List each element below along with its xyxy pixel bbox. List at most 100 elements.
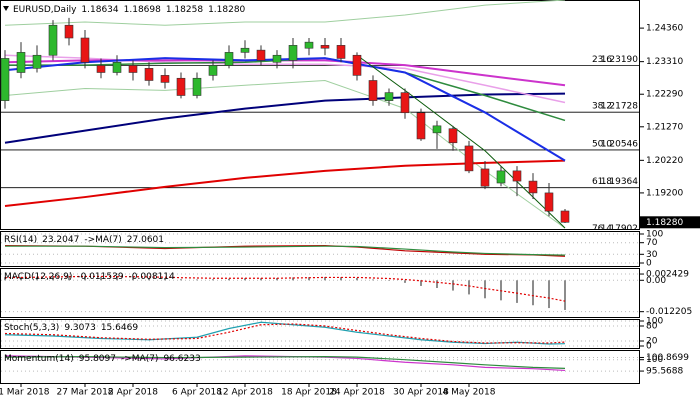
indicator-value: -0.011539 <box>77 272 123 282</box>
indicator-title: Momentum(14) <box>4 354 74 364</box>
candle-body <box>544 192 554 212</box>
indicator-title: RSI(14) <box>4 235 37 245</box>
indicator-line <box>356 54 566 229</box>
y-tick-label: 1.22290 <box>646 90 683 100</box>
y-tick-label: 1.19200 <box>646 188 683 198</box>
y-tick-label: 0 <box>646 259 652 269</box>
indicator-value: 96.6233 <box>163 354 200 364</box>
candle-body <box>304 41 314 49</box>
indicator-value: -0.008114 <box>129 272 175 282</box>
candle-body <box>208 65 218 76</box>
indicator-value: 27.0601 <box>127 235 164 245</box>
y-tick-label: 100.8699 <box>646 353 689 363</box>
candle-body <box>368 80 378 101</box>
indicator-line <box>4 92 566 144</box>
candle-body <box>96 65 106 73</box>
fibo-level-name: 61.8 <box>592 177 612 187</box>
indicator-line <box>4 356 566 369</box>
indicator-value: 15.6469 <box>101 323 138 333</box>
panel-frame <box>0 0 640 230</box>
symbol-title: EURUSD,Daily <box>13 5 77 15</box>
y-tick-label: -0.012205 <box>646 307 692 317</box>
indicator-title: Stoch(5,3,3) <box>4 323 59 333</box>
fibo-level-label: 1.17902 <box>601 224 638 234</box>
y-tick-label: 0.002429 <box>646 270 689 280</box>
fibo-level-name: 50.0 <box>592 139 612 149</box>
indicator-line <box>5 245 566 256</box>
candle-body <box>224 52 234 66</box>
candle-body <box>560 210 570 223</box>
fibo-level-label: 1.20546 <box>601 139 638 149</box>
y-tick-label: 1.20220 <box>646 156 683 166</box>
fibo-level-label: 1.19364 <box>601 177 638 187</box>
last-price-box <box>640 216 700 229</box>
x-tick-label: 4 May 2018 <box>443 388 496 398</box>
y-tick-label: 0.00 <box>646 276 666 286</box>
indicator-line <box>4 355 566 372</box>
candle-body <box>64 24 74 39</box>
y-tick-label: 1.23310 <box>646 57 683 67</box>
header-open: 1.18634 <box>81 5 118 15</box>
candle-body <box>384 92 394 101</box>
x-tick-label: 24 Apr 2018 <box>329 388 385 398</box>
indicator-legend: Stoch(5,3,3) 9.3073 15.6469 <box>4 323 138 333</box>
y-tick-label: 1.21270 <box>646 122 683 132</box>
fibo-level-name: 38.2 <box>592 102 612 112</box>
header-icon <box>3 6 9 11</box>
header-high: 1.18698 <box>124 5 161 15</box>
candle-body <box>464 145 474 172</box>
y-tick-label: 100 <box>646 355 663 365</box>
x-tick-label: 21 Mar 2018 <box>0 388 50 398</box>
candle-body <box>432 125 442 134</box>
indicator-legend: RSI(14) 23.2047 ->MA(7) 27.0601 <box>4 235 164 245</box>
header-close: 1.18280 <box>208 5 245 15</box>
candle-body <box>400 92 410 114</box>
indicator-line <box>4 57 566 162</box>
header-low: 1.18258 <box>166 5 203 15</box>
price-plot: 23.61.2319038.21.2172850.01.2054661.81.1… <box>0 0 640 234</box>
y-tick-label: 100 <box>646 317 663 327</box>
candle-body <box>48 24 58 56</box>
candle-body <box>32 54 42 69</box>
fibo-level-label: 1.21728 <box>601 102 638 112</box>
indicator-line <box>4 54 566 104</box>
panel-frame <box>0 268 640 318</box>
candle-body <box>144 68 154 81</box>
indicator-value: 95.8097 <box>79 354 116 364</box>
indicator-line <box>4 275 566 302</box>
candle-body <box>528 180 538 194</box>
indicator-ma-label: ->MA(7) <box>84 235 121 245</box>
panel-frame <box>0 350 640 384</box>
candle-body <box>496 170 506 184</box>
candle-body <box>176 77 186 96</box>
candle-body <box>240 47 250 53</box>
candle-body <box>16 52 26 73</box>
x-tick-label: 18 Apr 2018 <box>281 388 337 398</box>
fibo-level-label: 1.23190 <box>601 55 638 65</box>
y-tick-label: 100 <box>646 230 663 240</box>
indicator-value: 9.3073 <box>64 323 96 333</box>
y-tick-label: 30 <box>646 250 658 260</box>
x-tick-label: 6 Apr 2018 <box>172 388 222 398</box>
indicator-title: MACD(12,26,9) <box>4 272 72 282</box>
candle-body <box>272 54 282 63</box>
candle-body <box>192 77 202 96</box>
y-tick-label: 80 <box>646 322 658 332</box>
panel-frame <box>0 231 640 267</box>
candle-body <box>112 61 122 73</box>
candle-body <box>352 54 362 76</box>
candle-body <box>160 75 170 83</box>
chart-header: EURUSD,Daily 1.18634 1.18698 1.18258 1.18280 <box>13 5 246 15</box>
x-tick-label: 30 Apr 2018 <box>393 388 449 398</box>
x-tick-label: 27 Mar 2018 <box>56 388 113 398</box>
y-tick-label: 0 <box>646 342 652 352</box>
candle-body <box>128 65 138 73</box>
indicator-line <box>4 0 566 26</box>
y-tick-label: 95.5688 <box>646 367 683 377</box>
indicator-value: 23.2047 <box>42 235 79 245</box>
candle-body <box>480 168 490 187</box>
candle-body <box>416 112 426 140</box>
indicator-legend: MACD(12,26,9) -0.011539 -0.008114 <box>4 272 175 282</box>
candle-body <box>336 45 346 59</box>
